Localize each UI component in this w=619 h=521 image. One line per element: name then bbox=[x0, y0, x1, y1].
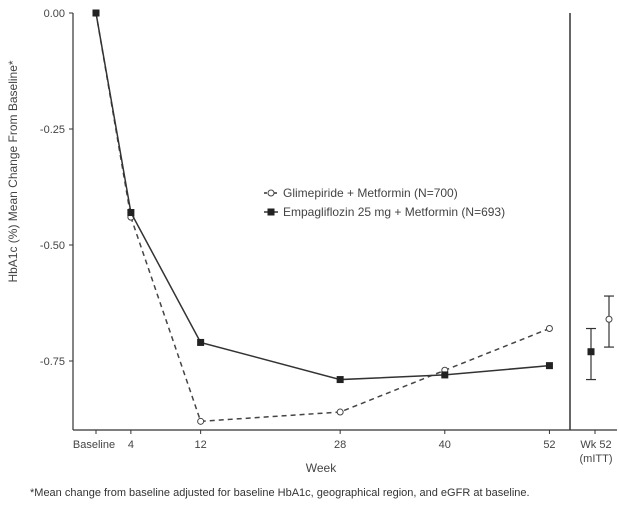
series-line-1 bbox=[95, 12, 550, 381]
data-point-1 bbox=[441, 371, 449, 379]
mitt-point bbox=[605, 315, 613, 323]
x-tick-label: 28 bbox=[334, 439, 346, 451]
x-tick-label: 52 bbox=[543, 439, 555, 451]
y-tick-label: -0.75 bbox=[40, 356, 65, 368]
data-point-1 bbox=[197, 338, 205, 346]
x-tick-label-mitt: Wk 52 bbox=[580, 439, 611, 451]
legend-label: Empagliflozin 25 mg + Metformin (N=693) bbox=[283, 205, 505, 219]
data-point-1 bbox=[545, 362, 553, 370]
data-point-0 bbox=[336, 408, 344, 416]
legend-label: Glimepiride + Metformin (N=700) bbox=[283, 186, 458, 200]
legend-marker bbox=[267, 208, 275, 216]
legend-marker bbox=[267, 189, 275, 197]
y-tick-label: -0.50 bbox=[40, 240, 65, 252]
mitt-point bbox=[587, 348, 595, 356]
y-tick-label: -0.25 bbox=[40, 124, 65, 136]
x-tick-label-mitt: (mITT) bbox=[580, 453, 613, 465]
x-tick-label: 40 bbox=[439, 439, 451, 451]
x-tick-label: 4 bbox=[128, 439, 134, 451]
data-point-1 bbox=[92, 9, 100, 17]
x-axis-label: Week bbox=[306, 461, 337, 475]
footnote: *Mean change from baseline adjusted for … bbox=[30, 487, 530, 499]
x-tick-label: Baseline bbox=[73, 439, 115, 451]
data-point-0 bbox=[197, 417, 205, 425]
data-point-1 bbox=[127, 209, 135, 217]
x-tick-label: 12 bbox=[195, 439, 207, 451]
data-point-0 bbox=[545, 325, 553, 333]
data-point-1 bbox=[336, 376, 344, 384]
legend: Glimepiride + Metformin (N=700) Empaglifl… bbox=[264, 186, 505, 219]
y-axis-label: HbA1c (%) Mean Change From Baseline* bbox=[6, 60, 20, 282]
y-tick-label: 0.00 bbox=[44, 8, 65, 20]
